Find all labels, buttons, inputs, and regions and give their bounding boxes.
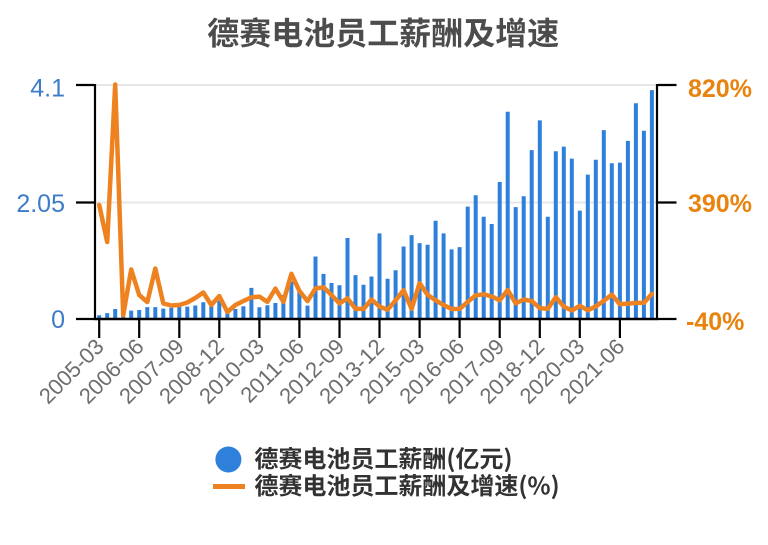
svg-text:820%: 820% xyxy=(688,75,752,103)
svg-text:390%: 390% xyxy=(688,190,752,218)
svg-text:2.05: 2.05 xyxy=(16,190,65,218)
svg-text:0: 0 xyxy=(51,306,65,334)
svg-text:4.1: 4.1 xyxy=(30,75,65,103)
svg-text:-40%: -40% xyxy=(686,308,744,336)
